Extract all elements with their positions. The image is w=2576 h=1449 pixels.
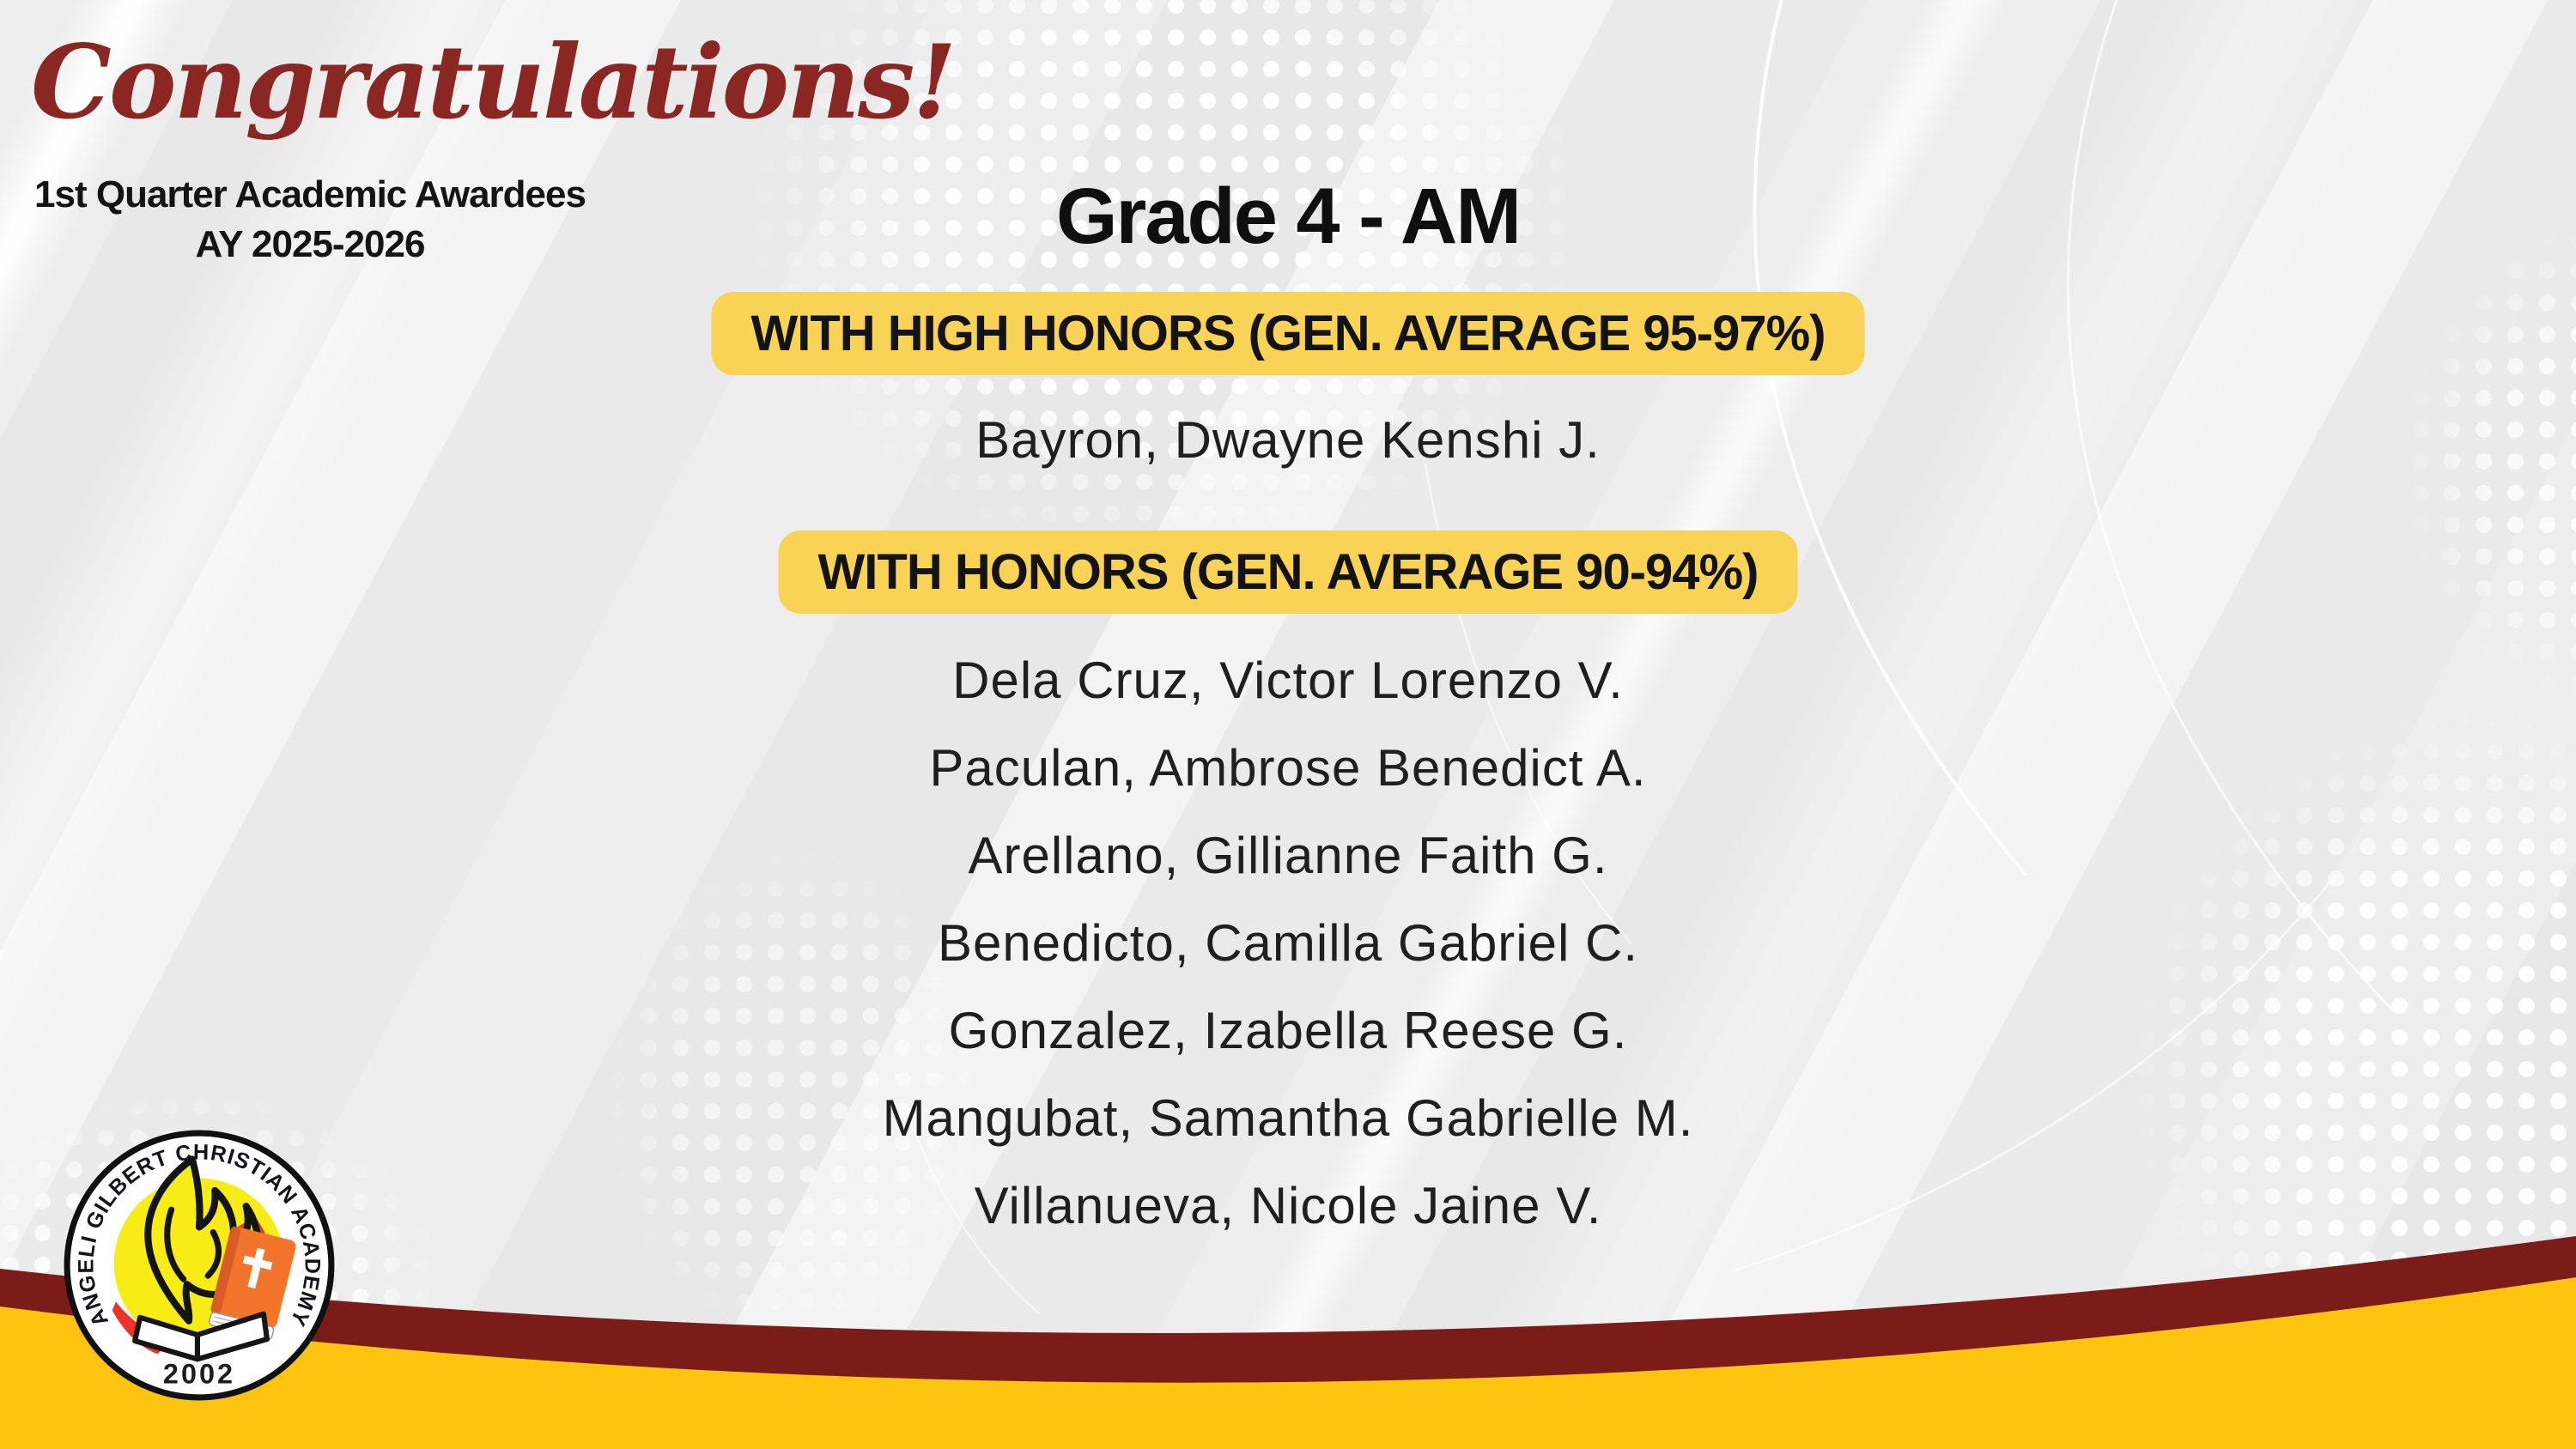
- high-honors-student-list: Bayron, Dwayne Kenshi J.: [601, 397, 1975, 484]
- subtitle-line2: AY 2025-2026: [195, 223, 426, 266]
- subtitle: 1st Quarter Academic Awardees AY 2025-20…: [14, 170, 606, 270]
- subtitle-line1: 1st Quarter Academic Awardees: [34, 173, 586, 215]
- student-name: Villanueva, Nicole Jaine V.: [974, 1177, 1602, 1234]
- open-book-icon: [132, 1311, 270, 1362]
- student-name: Benedicto, Camilla Gabriel C.: [937, 914, 1638, 972]
- honors-student-list: Dela Cruz, Victor Lorenzo V. Paculan, Amb…: [601, 637, 1975, 1250]
- student-name: Paculan, Ambrose Benedict A.: [929, 739, 1647, 797]
- halftone-dots-pattern: [2404, 223, 2576, 704]
- grade-section-title: Grade 4 - AM: [1055, 173, 1522, 260]
- high-honors-badge: WITH HIGH HONORS (GEN. AVERAGE 95-97%): [711, 292, 1865, 375]
- logo-year: 2002: [163, 1359, 235, 1390]
- school-logo: ANGELI GILBERT CHRISTIAN ACADEMY 2002: [64, 1130, 335, 1401]
- awardees-section: Grade 4 - AM WITH HIGH HONORS (GEN. AVER…: [601, 0, 1975, 1449]
- student-name: Bayron, Dwayne Kenshi J.: [975, 411, 1601, 469]
- student-name: Dela Cruz, Victor Lorenzo V.: [952, 652, 1624, 709]
- bottom-ribbon: [0, 1236, 2576, 1449]
- ribbon-gold-band: [0, 1277, 2576, 1449]
- student-name: Gonzalez, Izabella Reese G.: [948, 1002, 1628, 1059]
- student-name: Arellano, Gillianne Faith G.: [968, 827, 1608, 884]
- student-name: Mangubat, Samantha Gabrielle M.: [882, 1089, 1694, 1147]
- cross-icon: [247, 1247, 265, 1289]
- honors-badge: WITH HONORS (GEN. AVERAGE 90-94%): [778, 530, 1798, 614]
